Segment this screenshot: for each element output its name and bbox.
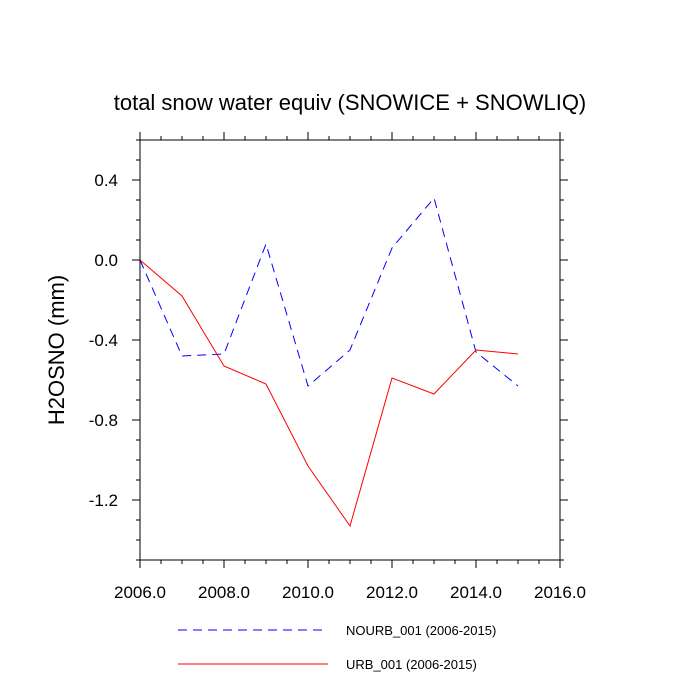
series-point [475, 349, 476, 350]
legend-label: NOURB_001 (2006-2015) [346, 623, 496, 638]
series-point [307, 385, 308, 386]
series-line [139, 259, 519, 528]
series-point [391, 377, 392, 378]
series-point [433, 393, 434, 394]
series-point [391, 247, 392, 248]
series-point [475, 351, 476, 352]
x-tick-label: 2016.0 [534, 583, 586, 602]
series-point [517, 385, 518, 386]
series-point [349, 349, 350, 350]
series-point [181, 295, 182, 296]
y-tick-label: -0.8 [89, 411, 118, 430]
series-point [181, 355, 182, 356]
series-point [265, 383, 266, 384]
series-point [517, 353, 518, 354]
x-tick-label: 2012.0 [366, 583, 418, 602]
series-line [139, 196, 519, 387]
y-tick-label: -1.2 [89, 491, 118, 510]
x-tick-label: 2014.0 [450, 583, 502, 602]
series-point [433, 197, 434, 198]
series-lines [139, 196, 519, 528]
series-point [307, 465, 308, 466]
y-tick-label: -0.4 [89, 331, 118, 350]
plot-frame [139, 139, 561, 561]
x-tick-label: 2010.0 [282, 583, 334, 602]
x-tick-label: 2008.0 [198, 583, 250, 602]
legend: NOURB_001 (2006-2015) URB_001 (2006-2015) [178, 623, 496, 672]
series-point [265, 243, 266, 244]
x-tick-label: 2006.0 [114, 583, 166, 602]
chart-title: total snow water equiv (SNOWICE + SNOWLI… [114, 90, 587, 115]
series-point [223, 365, 224, 366]
series-point [349, 525, 350, 526]
y-axis-label: H2OSNO (mm) [44, 275, 69, 425]
axis-ticks: 2006.0 2008.0 2010.0 2012.0 2014.0 2016.0 0.4 0… [89, 132, 586, 602]
y-tick-label: 0.4 [94, 171, 118, 190]
y-tick-label: 0.0 [94, 251, 118, 270]
legend-label: URB_001 (2006-2015) [346, 657, 477, 672]
series-point [223, 353, 224, 354]
